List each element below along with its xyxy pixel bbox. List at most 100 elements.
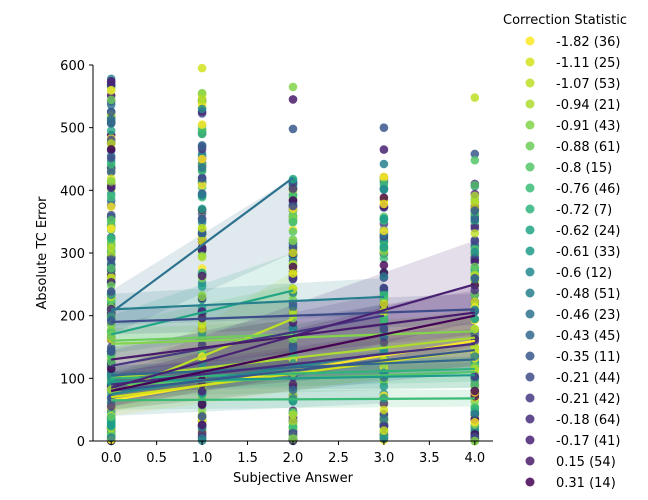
data-point <box>106 107 116 117</box>
data-point <box>379 172 389 182</box>
data-point <box>197 271 207 281</box>
legend-label: -0.43 (45) <box>556 329 620 344</box>
legend-label: -0.94 (21) <box>556 98 620 113</box>
legend-marker <box>525 246 535 256</box>
data-point <box>288 410 298 420</box>
data-point <box>288 82 298 92</box>
data-point <box>288 227 298 236</box>
data-point <box>197 88 207 98</box>
data-point <box>106 215 116 225</box>
x-tick-label: 3.5 <box>419 451 440 466</box>
data-point <box>106 233 116 243</box>
legend-label: -0.21 (44) <box>556 371 620 386</box>
data-point <box>288 285 298 294</box>
y-tick-label: 500 <box>60 122 85 137</box>
data-point <box>379 199 389 209</box>
legend-label: 0.15 (54) <box>556 455 616 470</box>
legend: Correction Statistic -1.82 (36) -1.11 (25… <box>503 13 627 491</box>
regression-line-5 <box>111 333 294 342</box>
data-point <box>470 262 480 272</box>
data-point <box>379 184 389 194</box>
data-point <box>197 174 207 183</box>
legend-marker <box>525 141 535 151</box>
data-point <box>106 183 116 192</box>
legend-marker <box>525 435 535 445</box>
data-point <box>197 204 207 214</box>
data-point <box>106 224 116 234</box>
data-point <box>288 416 298 426</box>
data-point <box>197 95 207 104</box>
legend-marker <box>525 351 535 361</box>
data-point <box>379 243 389 252</box>
data-point <box>288 124 298 134</box>
data-point <box>288 262 298 272</box>
data-point <box>288 201 298 211</box>
y-tick-label: 300 <box>60 247 85 262</box>
data-point <box>379 315 389 324</box>
data-point <box>106 193 116 202</box>
legend-label: -0.46 (23) <box>556 308 620 323</box>
data-point <box>470 417 480 427</box>
data-point <box>106 118 116 128</box>
data-point <box>197 180 207 190</box>
legend-title: Correction Statistic <box>503 13 627 28</box>
data-point <box>470 215 480 224</box>
legend-marker <box>525 162 535 172</box>
data-point <box>106 76 116 86</box>
data-point <box>106 144 116 154</box>
data-point <box>197 142 207 151</box>
data-point <box>197 154 207 164</box>
data-point <box>288 184 298 193</box>
legend-label: -0.91 (43) <box>556 119 620 134</box>
data-point <box>197 324 207 334</box>
data-point <box>106 153 116 163</box>
regression-line-14 <box>111 358 475 377</box>
data-point <box>106 255 116 264</box>
legend-label: -0.18 (64) <box>556 413 620 428</box>
legend-label: -1.11 (25) <box>556 56 620 71</box>
data-point <box>197 129 207 139</box>
legend-label: -0.35 (11) <box>556 350 620 365</box>
legend-label: -0.62 (24) <box>556 224 620 239</box>
legend-marker <box>525 414 535 424</box>
x-tick-label: 1.0 <box>192 451 213 466</box>
data-point <box>470 409 480 419</box>
data-point <box>379 226 389 236</box>
legend-marker <box>525 288 535 298</box>
data-point <box>197 215 207 225</box>
data-point <box>470 364 480 374</box>
data-point <box>379 159 389 169</box>
data-point <box>470 206 480 215</box>
data-point <box>106 126 116 135</box>
legend-label: 0.31 (14) <box>556 476 616 491</box>
data-point <box>288 302 298 312</box>
legend-marker <box>525 99 535 109</box>
data-point <box>288 95 298 104</box>
legend-marker <box>525 57 535 67</box>
axes: 0.0 0.5 1.0 1.5 2.0 2.5 3.0 3.5 4.0 0 100 200 300 400… <box>60 59 493 466</box>
regression-line-13 <box>110 176 294 314</box>
data-point <box>106 167 116 177</box>
legend-marker <box>525 309 535 319</box>
data-point <box>288 248 298 258</box>
data-point <box>379 299 389 309</box>
x-axis-label: Subjective Answer <box>233 471 354 486</box>
y-tick-label: 600 <box>60 59 85 74</box>
legend-label: -0.61 (33) <box>556 245 620 260</box>
legend-label: -0.6 (12) <box>556 266 612 281</box>
data-point <box>470 197 480 207</box>
legend-label: -0.21 (42) <box>556 392 620 407</box>
data-point <box>197 120 207 129</box>
regression-line-10 <box>111 374 475 383</box>
y-tick-label: 200 <box>60 310 85 325</box>
regression-line-4 <box>111 330 475 345</box>
data-point <box>379 214 389 224</box>
legend-marker <box>525 120 535 130</box>
data-point <box>197 412 207 421</box>
legend-marker <box>525 225 535 235</box>
legend-label: -0.72 (7) <box>556 203 612 218</box>
data-point <box>379 145 389 154</box>
x-tick-label: 4.0 <box>464 451 485 466</box>
data-point <box>379 338 389 347</box>
